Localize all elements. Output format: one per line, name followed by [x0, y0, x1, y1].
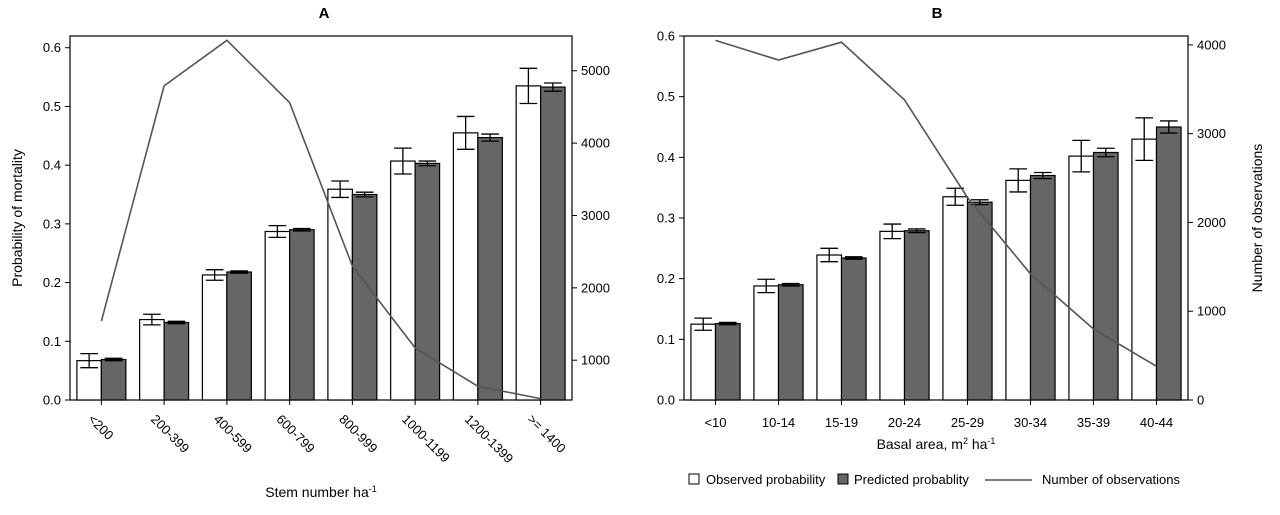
bar-predicted [163, 321, 190, 401]
bar-predicted [966, 201, 993, 401]
y2-tick-label: 4000 [1197, 37, 1226, 52]
bar-observed [1005, 179, 1032, 401]
bar-predicted [1029, 174, 1056, 401]
y-tick-label: 0.2 [43, 275, 61, 290]
y2-tick-label: 3000 [581, 208, 610, 223]
bar-predicted [289, 229, 315, 401]
bar-observed [201, 274, 228, 401]
bar-observed [390, 160, 416, 401]
y2-tick-label: 1000 [581, 353, 610, 368]
observations-line [715, 39, 1157, 367]
x-tick-label: 30-34 [1014, 415, 1047, 430]
x-tick-label: 400-599 [211, 412, 255, 456]
y-tick-label: 0.6 [43, 40, 61, 55]
bar-observed [1068, 155, 1095, 401]
bar-predicted [840, 257, 867, 401]
bar-predicted [714, 322, 741, 401]
y-tick-label: 0.1 [43, 334, 61, 349]
legend-swatch-predicted [837, 473, 849, 485]
bar-observed [1131, 138, 1158, 401]
y2-tick-label: 3000 [1197, 126, 1226, 141]
bar-predicted [226, 271, 252, 401]
bar-predicted [540, 86, 566, 401]
x-axis-label: Stem number ha-1 [265, 484, 377, 500]
x-tick-label: >= 1400 [525, 412, 569, 456]
x-tick-label: <10 [704, 415, 726, 430]
y-tick-label: 0.3 [657, 211, 675, 226]
x-tick-label: 800-999 [336, 412, 380, 456]
x-axis-label: Basal area, m2 ha-1 [877, 436, 996, 452]
x-tick-label: 10-14 [762, 415, 795, 430]
y-tick-label: 0.4 [43, 158, 61, 173]
y-axis-label: Probability of mortality [9, 149, 25, 287]
chart-panel-b: B 0.0 0.1 0.2 0.3 0.4 0.5 0.6 0 1000 2000 3000 4000 <… [657, 5, 1265, 452]
y2-tick-label: 5000 [581, 63, 610, 78]
y-tick-label: 0.5 [43, 99, 61, 114]
bar-observed [879, 230, 906, 401]
x-tick-label: 200-399 [148, 412, 192, 456]
bar-observed [452, 132, 479, 401]
x-tick-label: 20-24 [888, 415, 921, 430]
y2-axis-label: Number of observations [1249, 144, 1265, 293]
x-tick-label: 40-44 [1140, 415, 1173, 430]
bar-predicted [1092, 151, 1119, 401]
observations-line [100, 39, 541, 400]
bar-observed [816, 254, 843, 401]
bar-observed [139, 318, 165, 401]
bar-predicted [1155, 126, 1182, 401]
bar-observed [327, 188, 353, 401]
bar-predicted [777, 284, 804, 401]
bar-observed [942, 196, 969, 401]
legend-label-predicted: Predicted probablity [854, 472, 969, 487]
bar-predicted [903, 230, 930, 401]
bar-predicted [477, 136, 503, 401]
chart-panel-a: A 0.0 0.1 0.2 0.3 0.4 0.5 0.6 1000 2000 3000 4000 50… [9, 5, 610, 500]
bar-observed [690, 323, 717, 401]
y2-tick-label: 4000 [581, 136, 610, 151]
y2-tick-label: 1000 [1197, 304, 1226, 319]
bar-observed [264, 230, 291, 401]
legend-label-observations: Number of observations [1042, 472, 1181, 487]
bar-predicted [100, 358, 127, 401]
y-tick-label: 0.5 [657, 89, 675, 104]
y2-tick-label: 2000 [1197, 215, 1226, 230]
x-tick-label: 35-39 [1077, 415, 1110, 430]
bar-observed [753, 285, 780, 401]
x-tick-label: 1200-1399 [462, 412, 517, 467]
x-tick-label: 25-29 [951, 415, 984, 430]
y2-tick-label: 0 [1197, 393, 1204, 408]
y-tick-label: 0.6 [657, 29, 675, 44]
y-tick-label: 0.3 [43, 216, 61, 231]
y2-tick-label: 2000 [581, 280, 610, 295]
x-tick-label: <200 [85, 412, 116, 443]
x-tick-label: 600-799 [274, 412, 318, 456]
legend-label-observed: Observed probability [706, 472, 826, 487]
bar-predicted [414, 162, 441, 401]
panel-title: B [932, 5, 943, 22]
legend-swatch-observed [688, 473, 700, 485]
y-tick-label: 0.0 [43, 393, 61, 408]
bar-predicted [351, 193, 378, 401]
legend: Observed probability Predicted probablity… [688, 472, 1181, 487]
y-tick-label: 0.2 [657, 271, 675, 286]
y-tick-label: 0.0 [657, 393, 675, 408]
x-tick-label: 1000-1199 [399, 412, 453, 466]
y-tick-label: 0.1 [657, 332, 675, 347]
x-tick-label: 15-19 [825, 415, 858, 430]
plot-frame [69, 35, 573, 401]
bar-observed [515, 85, 542, 401]
panel-title: A [319, 5, 330, 22]
y-tick-label: 0.4 [657, 150, 675, 165]
